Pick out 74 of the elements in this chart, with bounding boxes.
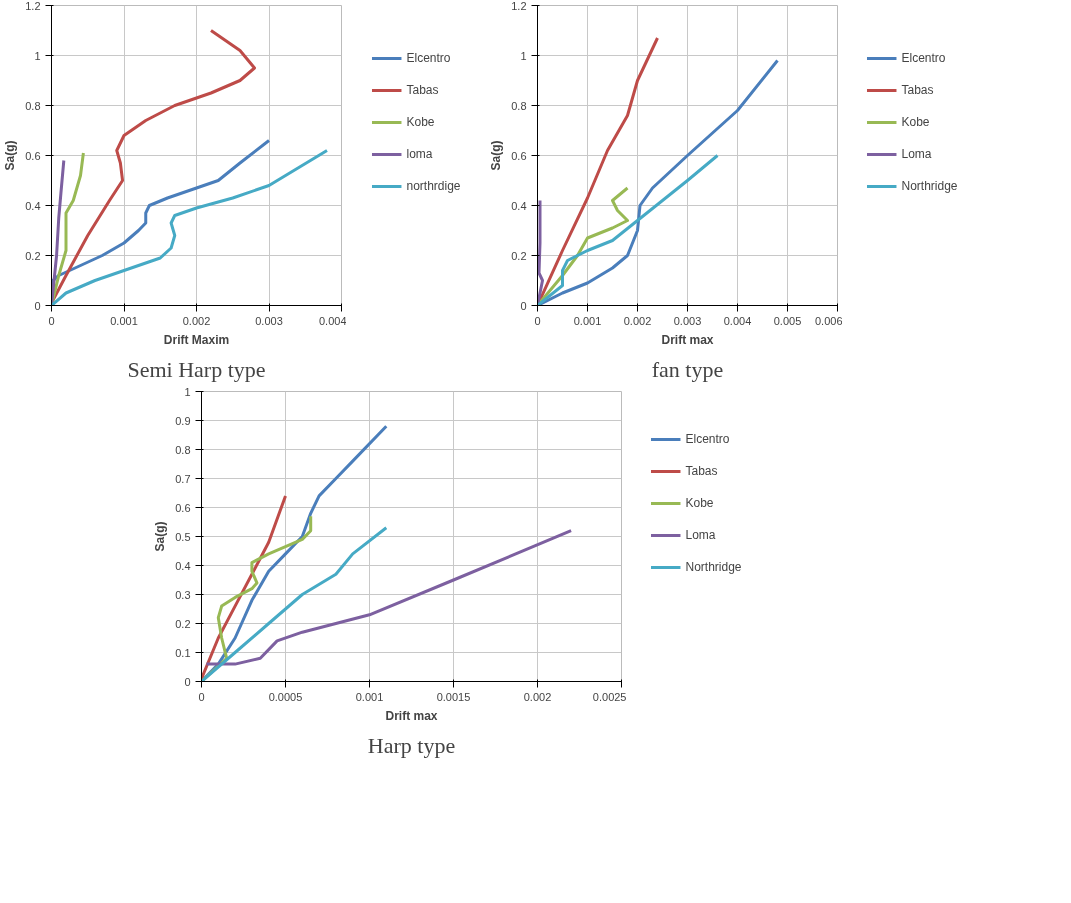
y-tick-label: 1: [184, 385, 191, 398]
x-tick-label: 0: [534, 314, 541, 327]
x-tick-label: 0.002: [623, 314, 652, 327]
legend-label: Northridge: [901, 179, 958, 193]
x-tick-label: 0.006: [814, 314, 843, 327]
legend-label: loma: [406, 147, 433, 161]
line-series: [201, 494, 287, 681]
legend-label: Northridge: [685, 560, 742, 574]
x-tick-label: 0: [48, 314, 55, 327]
y-tick-label: 0.2: [25, 249, 41, 262]
legend-label: Elcentro: [406, 51, 451, 65]
y-tick-label: 1: [34, 49, 41, 62]
x-axis-title: Drift max: [661, 332, 714, 347]
y-tick-label: 0.8: [175, 443, 191, 456]
legend-label: Loma: [685, 528, 716, 542]
x-tick-label: 0.002: [182, 314, 211, 327]
legend-label: Tabas: [901, 83, 934, 97]
y-tick-label: 0.4: [175, 559, 191, 572]
legend-label: Tabas: [685, 464, 718, 478]
y-tick-label: 0.3: [175, 588, 191, 601]
x-tick-label: 0.005: [773, 314, 802, 327]
x-tick-label: 0.004: [723, 314, 752, 327]
y-tick-label: 0.2: [175, 617, 191, 630]
x-tick-label: 0.0005: [268, 690, 303, 703]
x-tick-label: 0.0025: [592, 690, 627, 703]
text: Harp type: [367, 732, 456, 758]
x-axis-title: Drift max: [385, 708, 438, 723]
text: Semi Harp type: [127, 356, 266, 382]
y-tick-label: 0: [184, 675, 191, 688]
text: fan type: [651, 356, 724, 382]
y-tick-label: 0: [34, 299, 41, 312]
x-tick-label: 0.003: [255, 314, 283, 327]
y-tick-label: 0.2: [511, 249, 527, 262]
y-tick-label: 1: [520, 49, 527, 62]
legend-label: Elcentro: [685, 432, 730, 446]
line-series: [51, 159, 66, 306]
y-tick-label: 0.5: [175, 530, 191, 543]
legend-label: Tabas: [406, 83, 439, 97]
y-tick-label: 0.9: [175, 414, 191, 427]
legend-label: northrdige: [406, 179, 461, 193]
y-tick-label: 0.7: [175, 472, 191, 485]
x-tick-label: 0.0015: [436, 690, 471, 703]
y-tick-label: 0.4: [511, 199, 527, 212]
y-axis-title: Sa(g): [3, 140, 18, 171]
y-tick-label: 1.2: [511, 0, 527, 12]
legend-label: Kobe: [406, 115, 435, 129]
y-axis-title: Sa(g): [489, 140, 504, 171]
x-tick-label: 0.001: [573, 314, 602, 327]
y-tick-label: 1.2: [25, 0, 41, 12]
line-series: [537, 154, 719, 306]
x-axis-title: Drift Maxim: [163, 332, 230, 347]
y-tick-label: 0: [520, 299, 527, 312]
y-tick-label: 0.4: [25, 199, 41, 212]
legend-label: Kobe: [901, 115, 930, 129]
y-tick-label: 0.6: [175, 501, 191, 514]
legend-label: Kobe: [685, 496, 714, 510]
x-tick-label: 0.004: [318, 314, 347, 327]
y-tick-label: 0.6: [511, 149, 527, 162]
y-tick-label: 0.1: [175, 646, 191, 659]
y-tick-label: 0.8: [511, 99, 527, 112]
line-series: [205, 529, 573, 666]
line-series: [51, 149, 329, 306]
y-tick-label: 0.8: [25, 99, 41, 112]
legend-label: Loma: [901, 147, 932, 161]
x-tick-label: 0.003: [673, 314, 702, 327]
line-series: [537, 199, 544, 306]
x-tick-label: 0.002: [523, 690, 552, 703]
x-tick-label: 0.001: [110, 314, 138, 327]
y-axis-title: Sa(g): [153, 521, 168, 552]
line-series: [201, 526, 388, 682]
legend-label: Elcentro: [901, 51, 946, 65]
x-tick-label: 0: [198, 690, 205, 703]
x-tick-label: 0.001: [355, 690, 384, 703]
y-tick-label: 0.6: [25, 149, 41, 162]
